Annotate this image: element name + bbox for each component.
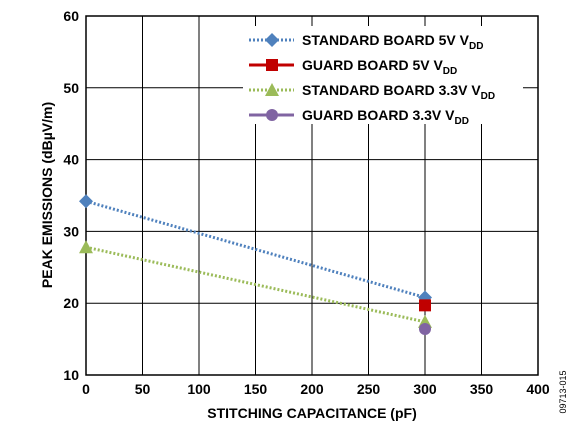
figure-id: 09713-015 <box>558 370 568 413</box>
x-axis-title: STITCHING CAPACITANCE (pF) <box>207 405 416 421</box>
x-tick-label: 200 <box>300 381 324 397</box>
legend: STANDARD BOARD 5V VDD GUARD BOARD 5V VDD S… <box>243 26 523 127</box>
legend-swatch-marker <box>265 33 279 47</box>
legend-background <box>243 26 523 124</box>
y-tick-label: 60 <box>63 8 79 24</box>
x-axis-ticks: 0 50 100 150 200 250 300 350 400 <box>82 381 550 397</box>
data-point <box>419 299 431 312</box>
legend-label: STANDARD BOARD 5V VDD <box>302 32 483 52</box>
legend-item: GUARD BOARD 3.3V VDD <box>249 107 469 127</box>
x-tick-label: 50 <box>135 381 151 397</box>
data-point <box>79 194 93 209</box>
series-line <box>85 199 426 299</box>
legend-item: STANDARD BOARD 3.3V VDD <box>249 82 495 102</box>
x-tick-label: 100 <box>187 381 211 397</box>
legend-label: GUARD BOARD 3.3V VDD <box>302 107 469 127</box>
x-tick-label: 0 <box>82 381 90 397</box>
legend-swatch-marker <box>266 59 278 71</box>
legend-item: STANDARD BOARD 5V VDD <box>249 32 483 52</box>
legend-swatch-marker <box>266 109 278 121</box>
y-axis-ticks: 10 20 30 40 50 60 <box>63 8 79 383</box>
x-tick-label: 400 <box>526 381 550 397</box>
legend-label: GUARD BOARD 5V VDD <box>302 57 457 77</box>
y-tick-label: 30 <box>63 223 79 239</box>
data-point <box>79 240 93 254</box>
series-3 <box>419 323 431 336</box>
series-line <box>85 245 426 324</box>
y-tick-label: 50 <box>63 80 79 96</box>
y-axis-title: PEAK EMISSIONS (dBµV/m) <box>39 102 55 288</box>
y-tick-label: 20 <box>63 295 79 311</box>
series-layer <box>79 194 432 336</box>
data-point <box>419 323 431 336</box>
legend-label: STANDARD BOARD 3.3V VDD <box>302 82 495 102</box>
x-tick-label: 300 <box>413 381 437 397</box>
legend-item: GUARD BOARD 5V VDD <box>249 57 457 77</box>
legend-swatch-marker <box>265 83 279 96</box>
y-tick-label: 40 <box>63 152 79 168</box>
x-tick-label: 350 <box>470 381 494 397</box>
y-tick-label: 10 <box>63 367 79 383</box>
x-tick-label: 150 <box>244 381 268 397</box>
x-tick-label: 250 <box>357 381 381 397</box>
series-1 <box>419 299 431 312</box>
